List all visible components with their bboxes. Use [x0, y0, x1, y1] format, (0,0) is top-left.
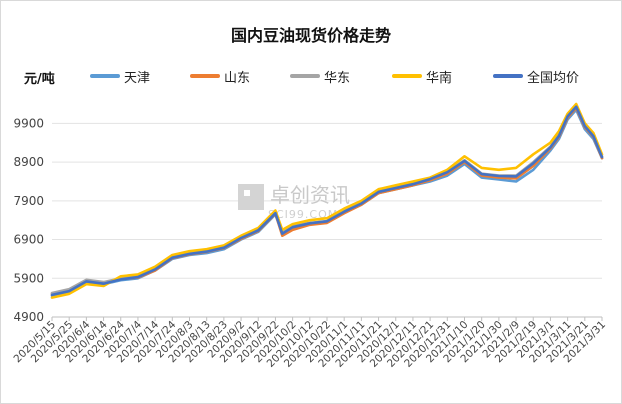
legend-label: 全国均价 [527, 70, 580, 86]
legend-label: 山东 [224, 70, 251, 86]
legend-item: 全国均价 [493, 68, 580, 86]
y-axis-unit-label: 元/吨 [24, 72, 55, 87]
chart-title: 国内豆油现货价格走势 [230, 26, 391, 45]
y-tick-label: 8900 [13, 155, 44, 169]
watermark-text: 卓创资讯 [270, 183, 350, 207]
legend-label: 华东 [324, 70, 351, 86]
legend-swatch [290, 74, 320, 78]
legend-swatch [392, 74, 422, 78]
legend-swatch [493, 74, 523, 78]
series-line [50, 102, 604, 299]
legend-item: 天津 [90, 68, 151, 86]
y-tick-label: 4900 [13, 310, 44, 324]
legend-item: 华东 [290, 68, 351, 86]
series-layer [50, 102, 604, 299]
watermark-logo-square [244, 190, 250, 196]
legend-swatch [90, 74, 120, 78]
series-line [50, 105, 604, 297]
y-tick-label: 9900 [13, 116, 44, 130]
y-axis-ticks: 4900 5900 6900 7900 8900 9900 [13, 116, 44, 324]
y-tick-label: 6900 [13, 233, 44, 247]
y-tick-label: 5900 [13, 271, 44, 285]
legend-item: 华南 [392, 68, 453, 86]
legend-swatch [190, 74, 220, 78]
x-axis-ticks: 2020/5/152020/5/252020/6/42020/6/142020/… [12, 317, 608, 370]
legend-label: 华南 [426, 70, 453, 86]
legend-label: 天津 [124, 70, 151, 86]
y-tick-label: 7900 [13, 194, 44, 208]
legend-item: 山东 [190, 68, 251, 86]
watermark-logo-icon [238, 184, 264, 210]
